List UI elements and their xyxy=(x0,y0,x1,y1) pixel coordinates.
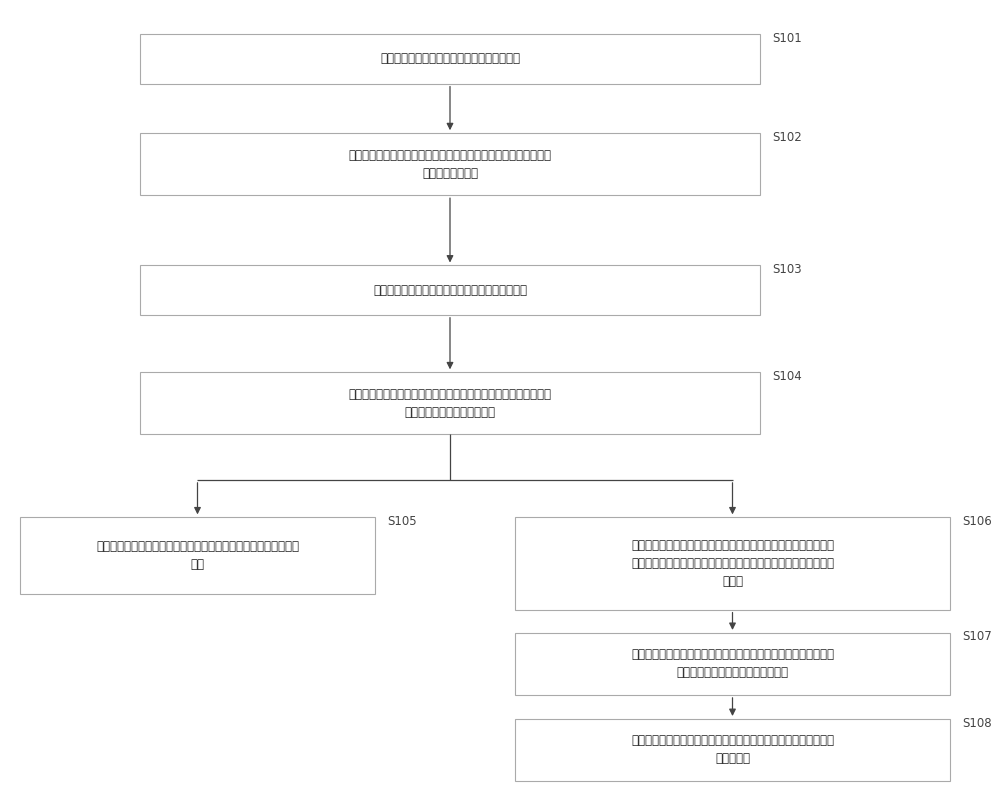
Text: 根据所述干涉图像获取所述金属纳米粒子与所述被测样品中的抗原
的结合状态: 根据所述干涉图像获取所述金属纳米粒子与所述被测样品中的抗原 的结合状态 xyxy=(631,735,834,765)
FancyBboxPatch shape xyxy=(140,34,760,84)
FancyBboxPatch shape xyxy=(515,517,950,610)
Text: 采用照明光线照射所述金属纳米粒子，利用所述金属纳米粒子反射
的照明光线与参考光线形成干涉图像: 采用照明光线照射所述金属纳米粒子，利用所述金属纳米粒子反射 的照明光线与参考光线… xyxy=(631,649,834,679)
FancyBboxPatch shape xyxy=(515,633,950,695)
Text: 使部分所述光纤通过被测样品以捕获被测样品中的抗原，所述光纤
内部有检测光通过: 使部分所述光纤通过被测样品以捕获被测样品中的抗原，所述光纤 内部有检测光通过 xyxy=(349,149,552,179)
Text: 采用预设波长的光线激励所述金属纳米粒子，以使所述金属纳米粒
子产生等离子体共振现象，所述预设波长为所述金属纳米粒子的共
振波长: 采用预设波长的光线激励所述金属纳米粒子，以使所述金属纳米粒 子产生等离子体共振现… xyxy=(631,539,834,588)
Text: S104: S104 xyxy=(772,370,802,383)
Text: 将所述金属纳米粒子混入所述被测样品中，以使所述金属纳米粒子
和所述被测样品中的抗原结合: 将所述金属纳米粒子混入所述被测样品中，以使所述金属纳米粒子 和所述被测样品中的抗… xyxy=(349,388,552,418)
Text: 在光纤表面固定一层被测生物标志物第一抗体: 在光纤表面固定一层被测生物标志物第一抗体 xyxy=(380,53,520,65)
Text: S101: S101 xyxy=(772,32,802,45)
Text: S105: S105 xyxy=(387,515,417,528)
Text: S102: S102 xyxy=(772,131,802,143)
FancyBboxPatch shape xyxy=(140,372,760,434)
Text: S103: S103 xyxy=(772,263,802,276)
FancyBboxPatch shape xyxy=(140,133,760,195)
Text: S108: S108 xyxy=(962,717,992,729)
Text: 根据所述光纤出射的检测光的光强变化计算所述被测样品中的抗原
浓度: 根据所述光纤出射的检测光的光强变化计算所述被测样品中的抗原 浓度 xyxy=(96,540,299,571)
Text: S106: S106 xyxy=(962,515,992,528)
FancyBboxPatch shape xyxy=(20,517,375,594)
Text: 在金属纳米粒子表面固定被测生物标志物第二抗体: 在金属纳米粒子表面固定被测生物标志物第二抗体 xyxy=(373,284,527,296)
Text: S107: S107 xyxy=(962,630,992,643)
FancyBboxPatch shape xyxy=(140,265,760,315)
FancyBboxPatch shape xyxy=(515,719,950,781)
